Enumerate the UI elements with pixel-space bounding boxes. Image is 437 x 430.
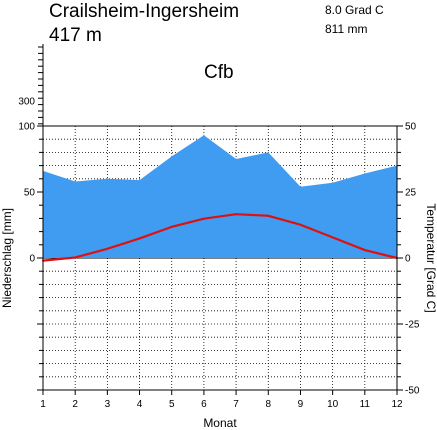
precipitation-point <box>299 186 302 188</box>
x-tick-label: 10 <box>327 399 339 410</box>
x-tick-label: 12 <box>391 399 403 410</box>
upper-precip-scale <box>38 44 44 126</box>
temperature-point <box>106 247 109 250</box>
temperature-point <box>299 223 302 226</box>
precipitation-point <box>74 180 76 183</box>
precipitation-fill <box>43 135 397 258</box>
x-tick-label: 8 <box>265 399 271 410</box>
temperature-point <box>235 213 238 216</box>
temperature-point <box>331 236 334 239</box>
annual-precipitation: 811 mm <box>325 22 367 36</box>
precipitation-point <box>364 172 366 175</box>
temperature-polyline <box>42 213 398 262</box>
temperature-point <box>363 249 366 252</box>
precipitation-point <box>106 178 108 180</box>
station-elevation: 417 m <box>49 25 102 46</box>
right-tick-label: 50 <box>405 122 417 133</box>
precipitation-point <box>267 151 269 153</box>
mean-temperature: 8.0 Grad C <box>325 3 384 17</box>
axis-ticks <box>37 125 403 395</box>
left-tick-label: 100 <box>18 122 35 133</box>
right-tick-label: 0 <box>405 254 411 265</box>
temperature-point <box>138 237 141 240</box>
right-tick-label: -25 <box>405 320 420 331</box>
x-tick-label: 3 <box>105 399 111 410</box>
x-tick-label: 2 <box>72 399 78 410</box>
y-axis-label-left: Niederschlag [mm] <box>0 208 14 308</box>
right-tick-label: 25 <box>405 188 417 199</box>
x-tick-label: 1 <box>40 399 46 410</box>
precipitation-area <box>42 134 398 258</box>
precipitation-point <box>203 134 205 136</box>
x-axis-label: Monat <box>203 416 237 430</box>
temperature-point <box>170 225 173 228</box>
precipitation-point <box>332 182 334 184</box>
temperature-point <box>267 214 270 217</box>
right-tick-label: -50 <box>405 386 420 397</box>
precipitation-point <box>171 155 173 157</box>
precipitation-point <box>235 158 237 160</box>
temperature-point <box>202 217 205 220</box>
left-tick-label: 0 <box>29 254 35 265</box>
temperature-point <box>74 256 77 259</box>
precipitation-point <box>138 179 141 181</box>
climate-class: Cfb <box>204 62 234 83</box>
x-tick-label: 7 <box>233 399 239 410</box>
x-tick-label: 4 <box>137 399 143 410</box>
y-axis-label-right: Temperatur [Grad C] <box>424 203 437 312</box>
x-tick-label: 11 <box>360 399 371 410</box>
left-tick-label: 300 <box>18 97 35 108</box>
station-name: Crailsheim-Ingersheim <box>49 1 239 22</box>
x-tick-label: 5 <box>169 399 175 410</box>
x-tick-label: 9 <box>298 399 304 410</box>
x-tick-label: 6 <box>201 399 207 410</box>
left-tick-label: 50 <box>24 188 36 199</box>
